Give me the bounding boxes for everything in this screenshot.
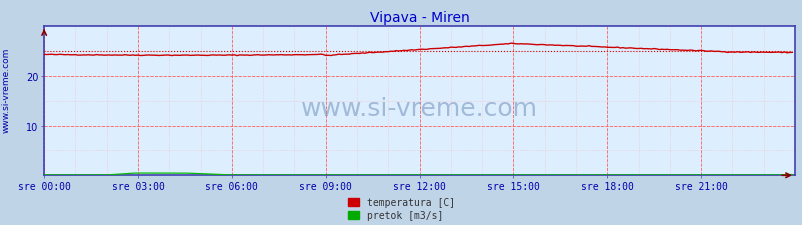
- Text: www.si-vreme.com: www.si-vreme.com: [2, 47, 11, 133]
- Title: Vipava - Miren: Vipava - Miren: [369, 11, 469, 25]
- Legend: temperatura [C], pretok [m3/s]: temperatura [C], pretok [m3/s]: [347, 197, 455, 220]
- Text: www.si-vreme.com: www.si-vreme.com: [301, 97, 537, 121]
